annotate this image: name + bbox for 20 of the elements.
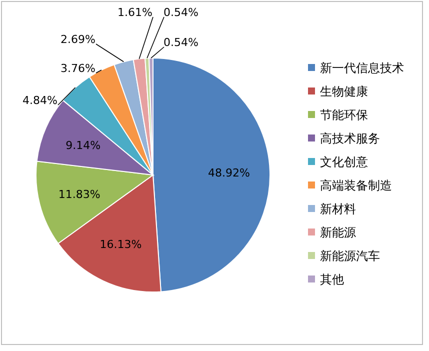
legend-label: 其他 — [320, 272, 344, 286]
data-label: 0.54% — [164, 6, 198, 19]
legend-label: 高技术服务 — [320, 132, 380, 146]
data-label: 3.76% — [60, 62, 96, 75]
data-label: 9.14% — [66, 139, 101, 152]
data-label: 4.84% — [22, 94, 58, 107]
legend-label: 新材料 — [320, 202, 356, 216]
legend-label: 文化创意 — [320, 155, 368, 169]
legend-label: 新能源汽车 — [320, 249, 380, 263]
legend-label: 生物健康 — [320, 84, 368, 98]
legend-label: 高端装备制造 — [320, 178, 392, 192]
legend-label: 新能源 — [320, 226, 356, 240]
data-label: 1.61% — [118, 6, 152, 19]
data-label: 16.13% — [100, 238, 142, 251]
legend-label: 节能环保 — [320, 108, 368, 122]
legend-label: 新一代信息技术 — [320, 61, 404, 75]
data-label: 11.83% — [58, 188, 100, 202]
data-label: 0.54% — [164, 36, 198, 49]
data-label: 48.92% — [208, 166, 250, 180]
data-label: 2.69% — [60, 33, 96, 46]
